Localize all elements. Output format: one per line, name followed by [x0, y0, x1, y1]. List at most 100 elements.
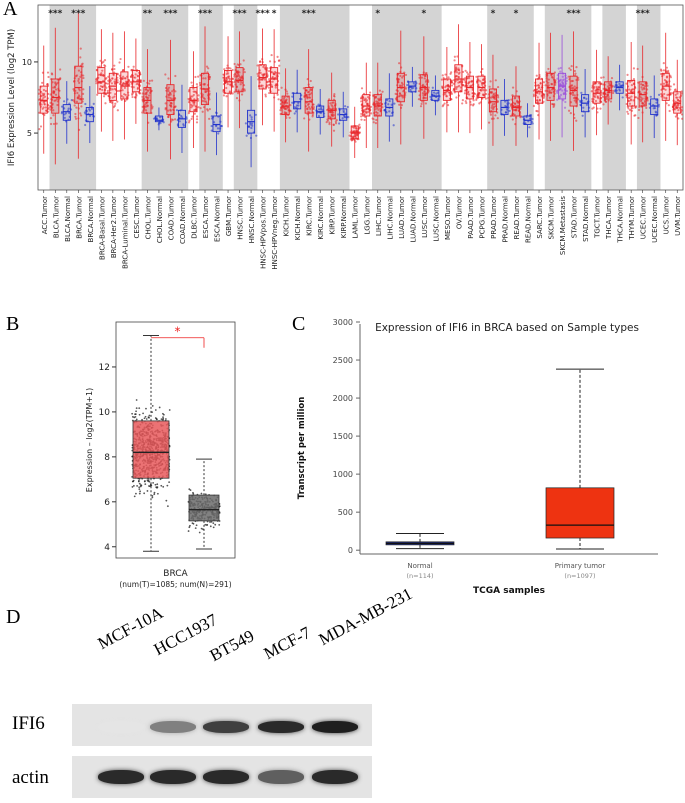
box [304, 87, 313, 114]
data-point [88, 109, 91, 112]
box [154, 115, 163, 123]
box [362, 94, 371, 117]
data-point [268, 60, 272, 63]
x-tick-label: LUAD.Tumor [398, 196, 406, 239]
data-point [146, 89, 149, 92]
data-point [563, 106, 567, 109]
data-point [99, 85, 103, 88]
x-tick-label: PRAD.Normal [501, 196, 509, 243]
data-point [156, 486, 158, 489]
data-point [138, 492, 141, 495]
data-point [104, 65, 107, 68]
data-point [404, 86, 407, 89]
data-point [167, 96, 170, 99]
data-point [216, 127, 220, 130]
data-point [256, 64, 259, 67]
x-tick-label: SARC.Tumor [536, 196, 544, 239]
data-point [210, 124, 213, 128]
data-point [248, 125, 251, 129]
x-tick-label: UCEC.Normal [651, 196, 659, 243]
data-point [612, 91, 615, 95]
data-point [123, 77, 127, 80]
data-point [168, 409, 171, 411]
data-point [446, 103, 450, 107]
data-point [261, 84, 264, 87]
data-point [192, 87, 195, 90]
data-point [602, 103, 605, 106]
data-point [146, 479, 149, 482]
data-point [212, 526, 215, 529]
data-point [162, 485, 165, 488]
data-point [135, 82, 138, 86]
data-point [207, 67, 210, 70]
data-point [562, 99, 565, 102]
data-point [278, 64, 281, 67]
data-point [191, 522, 194, 525]
data-point [194, 105, 197, 108]
data-point [494, 114, 497, 117]
data-point [309, 79, 312, 83]
data-point [141, 418, 143, 421]
data-point [229, 84, 232, 87]
data-point [680, 92, 684, 95]
data-point [174, 90, 177, 93]
x-tick-label: MESO.Tumor [444, 196, 452, 240]
data-point [201, 95, 204, 98]
data-point [334, 122, 338, 125]
data-point [564, 100, 567, 104]
data-point [148, 82, 151, 85]
data-point [285, 90, 288, 93]
x-tick-label: KIRP.Tumor [329, 196, 337, 235]
data-point [243, 88, 246, 91]
data-point [122, 96, 125, 99]
box [39, 85, 48, 114]
data-point [52, 109, 55, 112]
data-point [116, 89, 119, 93]
data-point [49, 122, 53, 126]
box [132, 420, 170, 479]
data-point [237, 89, 240, 92]
data-point [212, 121, 216, 124]
x-tick-label: ACC.Tumor [41, 196, 49, 234]
x-tick-label: DLBC.Tumor [190, 196, 198, 239]
data-point [169, 92, 172, 95]
data-point [209, 525, 212, 528]
box [592, 81, 601, 104]
data-point [98, 65, 101, 68]
data-point [63, 116, 66, 119]
data-point [424, 102, 427, 105]
x-tick-label: HNSC-HPVpos.Tumor [260, 196, 268, 269]
data-point [392, 124, 395, 127]
data-point [144, 103, 147, 106]
data-point [453, 59, 456, 62]
data-point [662, 69, 665, 72]
data-point [473, 92, 477, 96]
data-point [79, 98, 82, 101]
data-point [171, 90, 174, 93]
data-point [158, 406, 161, 409]
data-point [141, 111, 144, 114]
data-point [547, 67, 550, 71]
data-point [204, 77, 207, 80]
data-point [532, 93, 536, 96]
data-point [194, 75, 197, 79]
group-shade [372, 5, 385, 190]
data-point [79, 112, 82, 115]
data-point [231, 77, 235, 80]
x-tick-label: SKCM.Metastasis [559, 196, 567, 255]
data-point [393, 102, 396, 105]
data-point [144, 415, 147, 418]
y-tick-label: 2000 [333, 394, 353, 403]
data-point [450, 71, 453, 74]
data-point [645, 106, 648, 110]
data-point [150, 79, 154, 82]
data-point [627, 112, 630, 115]
y-tick-label: 8 [104, 453, 110, 463]
data-point [41, 81, 44, 84]
data-point [155, 417, 158, 420]
data-point [488, 85, 491, 88]
panel-label-a: A [3, 0, 18, 20]
data-point [225, 95, 228, 98]
significance-mark: * [421, 9, 426, 19]
data-point [201, 110, 204, 113]
